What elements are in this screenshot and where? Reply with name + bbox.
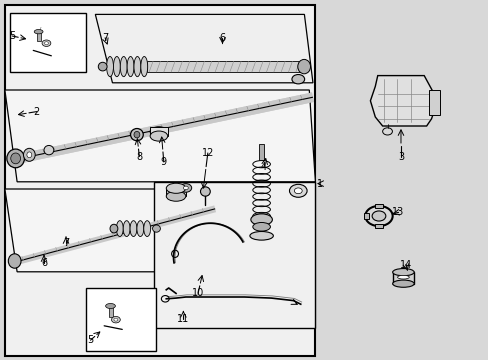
Ellipse shape: [294, 188, 302, 194]
Ellipse shape: [180, 184, 191, 192]
Ellipse shape: [44, 42, 48, 45]
Ellipse shape: [11, 153, 20, 164]
Ellipse shape: [23, 148, 35, 161]
Ellipse shape: [297, 59, 310, 74]
Polygon shape: [370, 76, 435, 126]
Bar: [374, 224, 382, 228]
Text: 1: 1: [317, 179, 323, 189]
Bar: [374, 204, 382, 208]
Ellipse shape: [7, 149, 24, 168]
Ellipse shape: [130, 129, 143, 141]
Polygon shape: [95, 14, 312, 83]
Text: 9: 9: [161, 157, 166, 167]
Polygon shape: [5, 189, 222, 272]
Bar: [37, 32, 41, 41]
Bar: [392, 272, 413, 284]
Text: 13: 13: [391, 207, 404, 217]
Text: 5: 5: [87, 335, 93, 345]
Ellipse shape: [113, 57, 120, 77]
Ellipse shape: [141, 57, 147, 77]
Ellipse shape: [34, 30, 43, 34]
Ellipse shape: [137, 221, 143, 237]
Text: 6: 6: [41, 258, 47, 268]
Text: 4: 4: [261, 162, 266, 172]
Ellipse shape: [134, 57, 141, 77]
Text: 10: 10: [191, 288, 204, 298]
Ellipse shape: [152, 225, 160, 232]
Ellipse shape: [106, 57, 113, 77]
Polygon shape: [5, 90, 315, 182]
Bar: [146, 61, 305, 72]
Ellipse shape: [183, 186, 188, 190]
Text: 3: 3: [397, 152, 403, 162]
Bar: [154, 182, 315, 328]
Ellipse shape: [200, 187, 210, 196]
Bar: [364, 213, 368, 219]
Text: 12: 12: [201, 148, 214, 158]
Ellipse shape: [123, 221, 130, 237]
Ellipse shape: [392, 269, 413, 276]
Ellipse shape: [166, 191, 185, 201]
Ellipse shape: [252, 222, 270, 231]
Ellipse shape: [116, 221, 123, 237]
Ellipse shape: [392, 280, 413, 287]
Ellipse shape: [105, 303, 115, 309]
Ellipse shape: [250, 214, 272, 225]
Ellipse shape: [166, 183, 185, 193]
Ellipse shape: [150, 127, 167, 137]
Bar: [166, 188, 185, 196]
Ellipse shape: [8, 254, 21, 268]
Ellipse shape: [114, 318, 118, 321]
Bar: [150, 127, 167, 136]
Ellipse shape: [397, 275, 408, 279]
Ellipse shape: [130, 221, 137, 237]
Text: 8: 8: [136, 152, 142, 162]
Ellipse shape: [127, 57, 134, 77]
Bar: [428, 90, 439, 115]
Ellipse shape: [249, 231, 273, 240]
Bar: [259, 144, 264, 160]
Ellipse shape: [44, 145, 54, 155]
Text: /: /: [39, 27, 41, 33]
Ellipse shape: [143, 221, 150, 237]
Ellipse shape: [98, 62, 107, 71]
Ellipse shape: [120, 57, 127, 77]
Ellipse shape: [110, 224, 118, 233]
Ellipse shape: [371, 211, 385, 221]
Ellipse shape: [134, 131, 140, 138]
Ellipse shape: [289, 184, 306, 197]
Text: 7: 7: [102, 33, 108, 43]
Text: 7: 7: [63, 238, 69, 248]
Bar: [5, 5, 315, 356]
Text: 14: 14: [399, 260, 411, 270]
Text: 2: 2: [34, 107, 40, 117]
Bar: [85, 288, 156, 351]
Ellipse shape: [111, 316, 120, 323]
Ellipse shape: [42, 40, 51, 46]
Text: 5: 5: [9, 31, 15, 41]
Ellipse shape: [27, 152, 32, 158]
Text: 11: 11: [177, 314, 189, 324]
Ellipse shape: [291, 75, 304, 84]
Text: 6: 6: [219, 33, 225, 43]
Ellipse shape: [150, 131, 167, 141]
Bar: [10, 13, 85, 72]
Bar: [108, 307, 113, 317]
